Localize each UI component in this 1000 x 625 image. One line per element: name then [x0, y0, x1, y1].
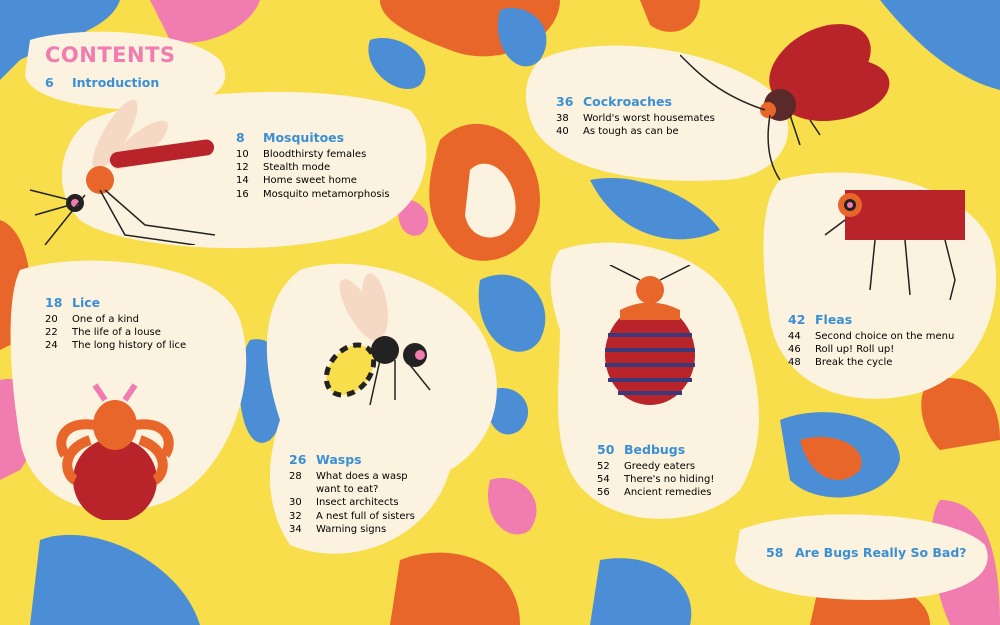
- section-title: Mosquitoes: [263, 130, 345, 145]
- section-title: Lice: [72, 295, 101, 310]
- item-label: A nest full of sisters: [316, 510, 415, 522]
- section-title: Introduction: [72, 75, 160, 90]
- toc-item[interactable]: 46 Roll up! Roll up!: [788, 343, 954, 356]
- toc-item[interactable]: 24 The long history of lice: [45, 339, 186, 352]
- item-label: Greedy eaters: [624, 461, 696, 472]
- item-label: Bloodthirsty females: [263, 149, 367, 160]
- flea-illustration: [824, 190, 965, 300]
- item-label: Ancient remedies: [624, 487, 712, 499]
- item-page: 24: [45, 340, 58, 352]
- toc-item[interactable]: 44 Second choice on the menu: [788, 330, 954, 343]
- item-label: Mosquito metamorphosis: [263, 188, 390, 200]
- toc-item[interactable]: 38 World's worst housemates: [556, 112, 715, 125]
- item-page: 34: [289, 523, 302, 535]
- item-label: As tough as can be: [583, 126, 679, 138]
- item-label: Stealth mode: [263, 162, 331, 174]
- section-page: 26: [289, 452, 307, 467]
- item-page: 40: [556, 126, 569, 138]
- item-page: 22: [45, 327, 58, 339]
- item-label: What does a wasp want to eat?: [316, 471, 408, 496]
- toc-item[interactable]: 16 Mosquito metamorphosis: [236, 188, 390, 201]
- item-label: Home sweet home: [263, 175, 357, 187]
- section-title: Cockroaches: [583, 94, 672, 109]
- section-are-bugs-really-so-bad[interactable]: 58 Are Bugs Really So Bad?: [766, 545, 967, 563]
- item-page: 56: [597, 487, 610, 499]
- item-page: 20: [45, 314, 58, 325]
- louse-illustration: [56, 383, 174, 520]
- contents-title: CONTENTS: [45, 43, 176, 67]
- toc-item[interactable]: 34 Warning signs: [289, 523, 415, 536]
- section-bedbugs[interactable]: 50 Bedbugs 52 Greedy eaters 54 There's no h…: [597, 442, 714, 500]
- section-cockroaches[interactable]: 36 Cockroaches 38 World's worst housemates…: [556, 94, 715, 138]
- section-page: 58: [766, 545, 784, 560]
- toc-item[interactable]: 56 Ancient remedies: [597, 486, 714, 499]
- bedbug-illustration: [605, 265, 695, 405]
- section-lice[interactable]: 18 Lice 20 One of a kind 22 The life of a l…: [45, 295, 186, 353]
- section-title: Bedbugs: [624, 442, 686, 457]
- toc-item[interactable]: 32 A nest full of sisters: [289, 510, 415, 523]
- toc-item[interactable]: 28 What does a wasp want to eat?: [289, 470, 415, 496]
- mosquito-illustration: [29, 99, 216, 245]
- section-title: Are Bugs Really So Bad?: [795, 545, 967, 560]
- item-page: 38: [556, 113, 569, 124]
- item-label: Second choice on the menu: [815, 331, 955, 342]
- item-page: 14: [236, 175, 249, 187]
- item-label: One of a kind: [72, 314, 139, 325]
- toc-item[interactable]: 10 Bloodthirsty females: [236, 148, 390, 161]
- section-page: 36: [556, 94, 574, 109]
- section-fleas[interactable]: 42 Fleas 44 Second choice on the menu 46 Ro…: [788, 312, 954, 370]
- item-page: 12: [236, 162, 249, 174]
- section-page: 18: [45, 295, 63, 310]
- item-page: 30: [289, 497, 302, 509]
- toc-item[interactable]: 30 Insect architects: [289, 496, 415, 509]
- section-title: Wasps: [316, 452, 362, 467]
- item-page: 28: [289, 471, 302, 482]
- toc-item[interactable]: 40 As tough as can be: [556, 125, 715, 138]
- item-page: 10: [236, 149, 249, 160]
- item-label: World's worst housemates: [583, 113, 715, 124]
- item-page: 52: [597, 461, 610, 472]
- section-title: Fleas: [815, 312, 853, 327]
- item-page: 54: [597, 474, 610, 486]
- item-label: There's no hiding!: [624, 474, 715, 486]
- toc-item[interactable]: 20 One of a kind: [45, 313, 186, 326]
- item-page: 48: [788, 357, 801, 369]
- toc-item[interactable]: 52 Greedy eaters: [597, 460, 714, 473]
- section-mosquitoes[interactable]: 8 Mosquitoes 10 Bloodthirsty females 12 Ste…: [236, 130, 390, 201]
- toc-item[interactable]: 48 Break the cycle: [788, 356, 954, 369]
- item-label: Insect architects: [316, 497, 399, 509]
- item-label: Roll up! Roll up!: [815, 344, 895, 356]
- item-label: The long history of lice: [72, 340, 187, 352]
- item-label: Warning signs: [316, 523, 387, 535]
- section-page: 8: [236, 130, 245, 145]
- item-page: 44: [788, 331, 801, 342]
- item-label: Break the cycle: [815, 357, 893, 369]
- toc-item[interactable]: 12 Stealth mode: [236, 161, 390, 174]
- section-page: 42: [788, 312, 806, 327]
- wasp-illustration: [323, 273, 431, 406]
- toc-item[interactable]: 14 Home sweet home: [236, 174, 390, 187]
- section-wasps[interactable]: 26 Wasps 28 What does a wasp want to eat? …: [289, 452, 415, 536]
- toc-item[interactable]: 54 There's no hiding!: [597, 473, 714, 486]
- toc-item[interactable]: 22 The life of a louse: [45, 326, 186, 339]
- item-page: 16: [236, 188, 249, 200]
- cockroach-illustration: [680, 24, 890, 181]
- section-introduction[interactable]: 6 Introduction: [45, 75, 159, 93]
- item-page: 32: [289, 510, 302, 522]
- section-page: 50: [597, 442, 615, 457]
- item-label: The life of a louse: [72, 327, 161, 339]
- section-page: 6: [45, 75, 54, 90]
- item-page: 46: [788, 344, 801, 356]
